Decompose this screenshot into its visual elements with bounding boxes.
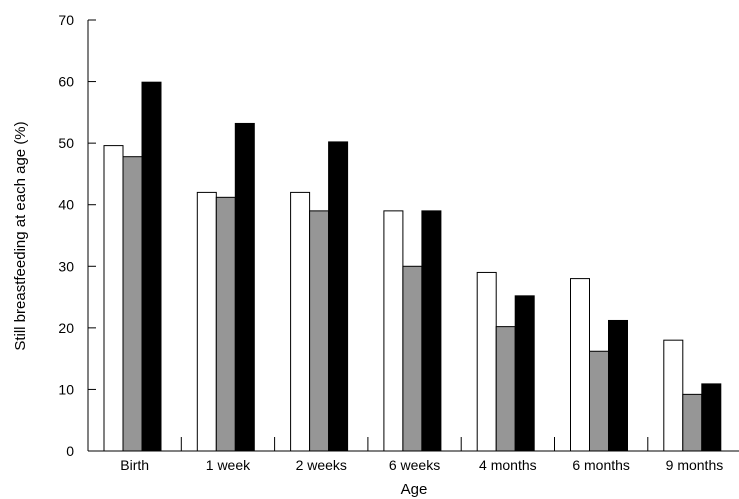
bars bbox=[103, 81, 722, 452]
x-tick-label: 6 months bbox=[572, 457, 630, 473]
bar bbox=[141, 81, 162, 452]
y-tick-label: 20 bbox=[58, 320, 74, 336]
bar bbox=[122, 156, 143, 452]
bar bbox=[682, 393, 703, 452]
y-tick-label: 40 bbox=[58, 197, 74, 213]
bar bbox=[103, 145, 124, 452]
bar bbox=[196, 191, 217, 452]
bar bbox=[589, 350, 609, 452]
bar bbox=[421, 210, 442, 452]
bar bbox=[383, 210, 404, 452]
bar bbox=[663, 339, 684, 452]
y-tick-label: 10 bbox=[58, 381, 74, 397]
x-axis-ticks bbox=[180, 437, 649, 451]
bar bbox=[608, 319, 628, 452]
bar bbox=[402, 265, 423, 452]
x-tick-label: 9 months bbox=[666, 457, 724, 473]
bar bbox=[328, 141, 349, 452]
bar bbox=[570, 278, 590, 452]
bar bbox=[290, 191, 311, 452]
y-tick-label: 30 bbox=[58, 258, 74, 274]
x-tick-label: 2 weeks bbox=[296, 457, 347, 473]
bar bbox=[495, 326, 516, 452]
x-tick-label: Birth bbox=[120, 457, 149, 473]
bar bbox=[514, 295, 535, 452]
y-tick-label: 70 bbox=[58, 12, 74, 28]
bar bbox=[309, 210, 330, 452]
y-tick-labels: 0 10 20 30 40 50 60 70 bbox=[58, 12, 74, 459]
x-tick-label: 1 week bbox=[206, 457, 251, 473]
x-tick-label: 6 weeks bbox=[389, 457, 440, 473]
y-tick-label: 60 bbox=[58, 74, 74, 90]
y-tick-label: 0 bbox=[66, 443, 74, 459]
x-tick-label: 4 months bbox=[479, 457, 537, 473]
y-axis-label: Still breastfeeding at each age (%) bbox=[12, 121, 29, 350]
y-tick-label: 50 bbox=[58, 135, 74, 151]
x-axis-label: Age bbox=[401, 481, 428, 498]
bar bbox=[476, 271, 497, 452]
x-tick-labels: Birth 1 week 2 weeks 6 weeks 4 months 6 month… bbox=[120, 457, 723, 473]
bar bbox=[215, 196, 236, 452]
bar bbox=[234, 122, 255, 452]
y-axis-ticks bbox=[88, 19, 96, 452]
bar bbox=[701, 383, 722, 452]
